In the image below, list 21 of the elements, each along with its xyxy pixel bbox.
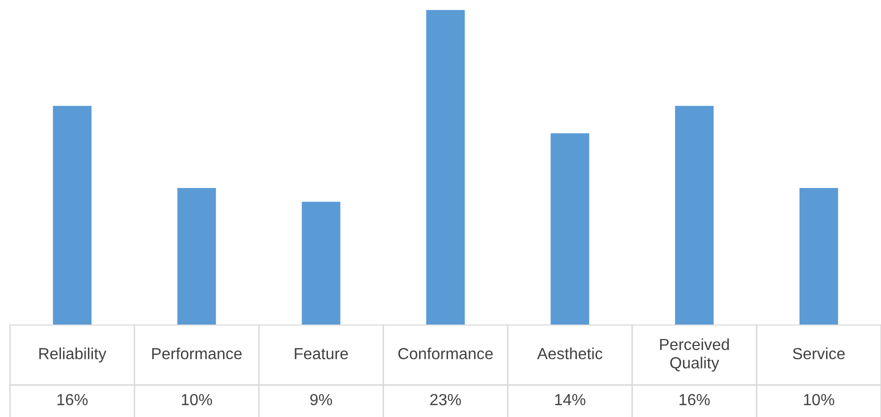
data-label: 16% <box>57 394 88 406</box>
data-label: 9% <box>310 394 332 406</box>
x-tick-label: Reliability <box>39 348 106 362</box>
x-tick-label: Feature <box>294 348 348 360</box>
x-tick-label: Perceived Quality <box>660 338 729 372</box>
x-tick-label: Conformance <box>398 348 493 360</box>
data-label: 10% <box>804 394 834 406</box>
bar <box>426 10 465 325</box>
bar <box>52 106 92 325</box>
x-tick-label: Performance <box>152 348 242 360</box>
bar <box>177 188 216 325</box>
bar <box>800 188 838 325</box>
x-tick-label: Service <box>792 348 845 360</box>
x-tick-label: Aesthetic <box>537 348 602 360</box>
data-label: 10% <box>182 394 212 406</box>
bar <box>550 133 590 325</box>
bar <box>675 106 714 325</box>
data-label: 23% <box>430 394 461 406</box>
bar <box>302 202 340 325</box>
data-label: 16% <box>680 394 710 406</box>
data-label: 14% <box>555 394 586 406</box>
